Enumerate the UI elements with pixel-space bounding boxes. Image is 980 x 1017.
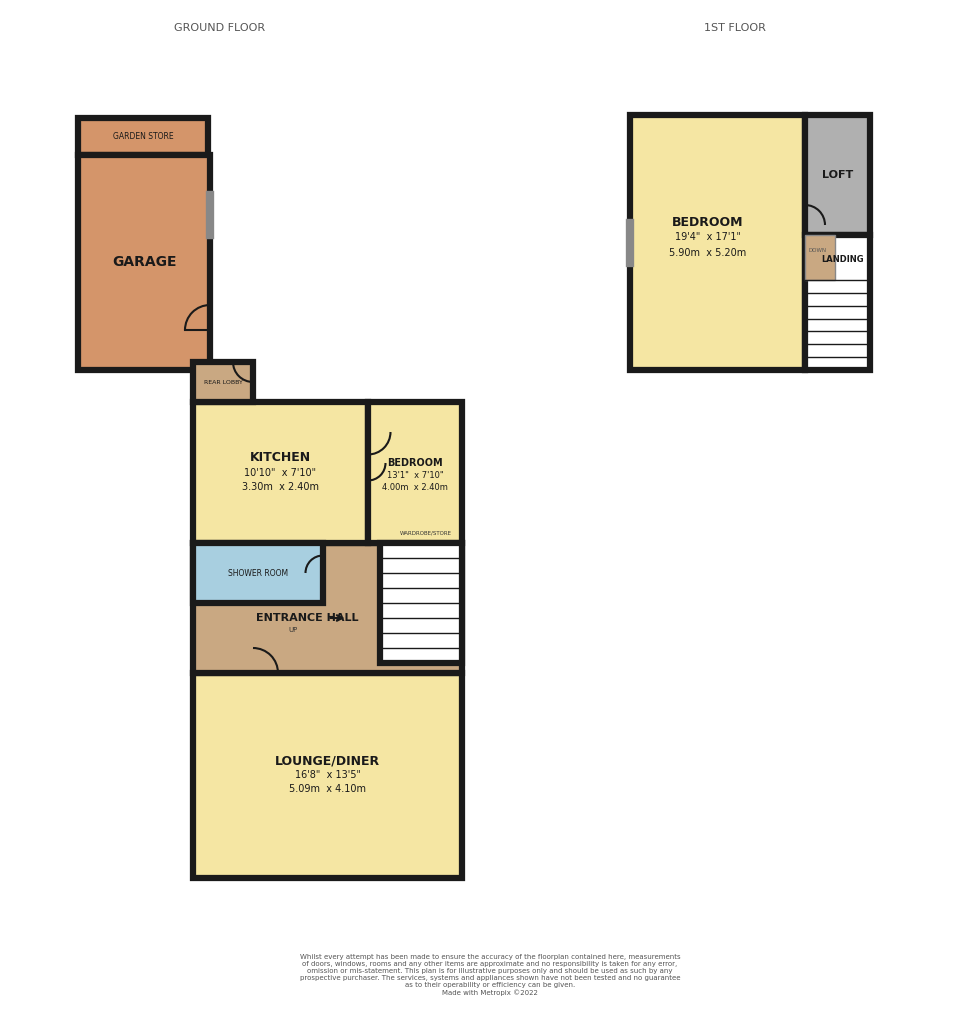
Text: LOUNGE/DINER: LOUNGE/DINER	[275, 754, 380, 767]
Text: BEDROOM: BEDROOM	[671, 216, 743, 229]
Bar	[78, 155, 210, 370]
Text: 4.00m  x 2.40m: 4.00m x 2.40m	[382, 483, 448, 492]
Text: UP: UP	[288, 627, 297, 633]
Bar	[78, 118, 208, 155]
Text: 10'10"  x 7'10": 10'10" x 7'10"	[244, 468, 317, 478]
Bar	[805, 235, 870, 370]
Bar	[630, 115, 805, 370]
Text: Whilst every attempt has been made to ensure the accuracy of the floorplan conta: Whilst every attempt has been made to en…	[300, 954, 680, 996]
Bar	[805, 115, 870, 235]
Bar	[193, 402, 368, 543]
Bar	[193, 362, 253, 402]
Bar	[193, 673, 462, 878]
Text: DOWN: DOWN	[808, 247, 826, 252]
Text: 3.30m  x 2.40m: 3.30m x 2.40m	[242, 481, 319, 491]
Text: KITCHEN: KITCHEN	[250, 451, 311, 464]
Text: GARAGE: GARAGE	[112, 255, 176, 270]
Text: SHOWER ROOM: SHOWER ROOM	[228, 569, 288, 578]
Text: GROUND FLOOR: GROUND FLOOR	[174, 23, 266, 33]
Bar	[193, 543, 323, 603]
Text: 19'4"  x 17'1": 19'4" x 17'1"	[674, 233, 741, 242]
Text: LOFT: LOFT	[822, 170, 854, 180]
Bar	[380, 543, 462, 663]
Bar	[805, 235, 835, 280]
Text: 16'8"  x 13'5": 16'8" x 13'5"	[295, 771, 361, 780]
Text: 5.90m  x 5.20m: 5.90m x 5.20m	[669, 247, 746, 257]
Text: GARDEN STORE: GARDEN STORE	[113, 132, 173, 141]
Text: 5.09m  x 4.10m: 5.09m x 4.10m	[289, 784, 366, 794]
Text: REAR LOBBY: REAR LOBBY	[204, 379, 242, 384]
Text: ENTRANCE HALL: ENTRANCE HALL	[256, 613, 359, 623]
Text: 13'1"  x 7'10": 13'1" x 7'10"	[387, 471, 443, 480]
Bar	[193, 543, 462, 673]
Text: WARDROBE/STORE: WARDROBE/STORE	[400, 531, 452, 536]
Text: BEDROOM: BEDROOM	[387, 458, 443, 468]
Text: LANDING: LANDING	[821, 255, 863, 264]
Bar	[368, 402, 462, 543]
Text: 1ST FLOOR: 1ST FLOOR	[704, 23, 766, 33]
